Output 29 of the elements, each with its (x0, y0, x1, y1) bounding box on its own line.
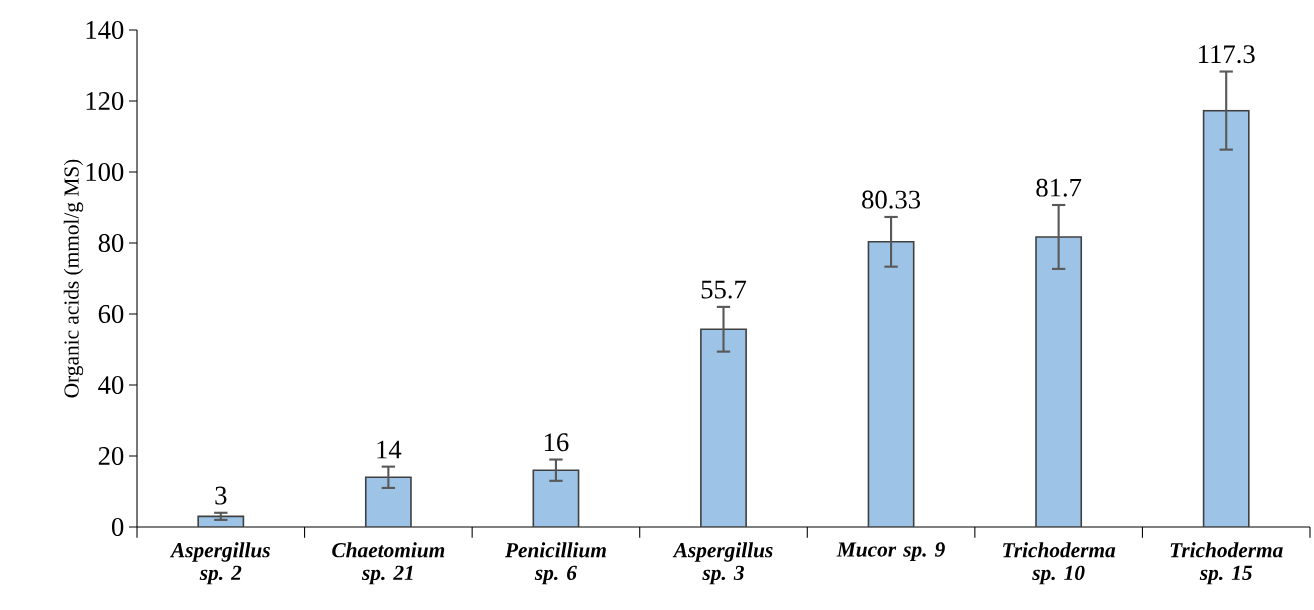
y-tick-label: 20 (98, 446, 124, 465)
x-tick-label: Trichoderma sp. 15 (1170, 542, 1283, 585)
data-label: 117.3 (1199, 45, 1255, 64)
bar (364, 476, 412, 527)
bar (1202, 109, 1250, 527)
data-label: 14 (377, 440, 402, 459)
x-tick-label: Penicillium sp. 6 (504, 542, 606, 585)
x-tick-label: Mucor sp. 9 (836, 542, 945, 562)
y-tick-label: 80 (98, 233, 124, 252)
y-tick-label: 0 (111, 517, 124, 536)
data-label: 16 (544, 433, 569, 452)
y-axis-title: Organic acids (mmol/g MS) (63, 159, 84, 398)
bar (867, 241, 915, 527)
y-tick-label: 140 (86, 21, 124, 39)
data-label: 3 (215, 486, 227, 505)
data-label: 55.7 (701, 280, 747, 299)
y-tick-label: 60 (98, 304, 124, 323)
x-tick-label: Trichoderma sp. 10 (1003, 542, 1116, 585)
bar (1035, 236, 1083, 527)
y-tick-label: 100 (86, 163, 124, 181)
data-label: 80.33 (862, 190, 921, 209)
x-tick-label: Aspergillus sp. 3 (672, 542, 773, 585)
y-tick-label: 40 (98, 375, 124, 394)
x-tick-label: Aspergillus sp. 2 (169, 542, 270, 585)
y-tick-label: 120 (86, 92, 124, 110)
x-tick-label: Chaetomium sp. 21 (332, 542, 445, 585)
data-label: 81.7 (1036, 178, 1082, 197)
bar (700, 328, 747, 527)
bar (532, 469, 580, 527)
